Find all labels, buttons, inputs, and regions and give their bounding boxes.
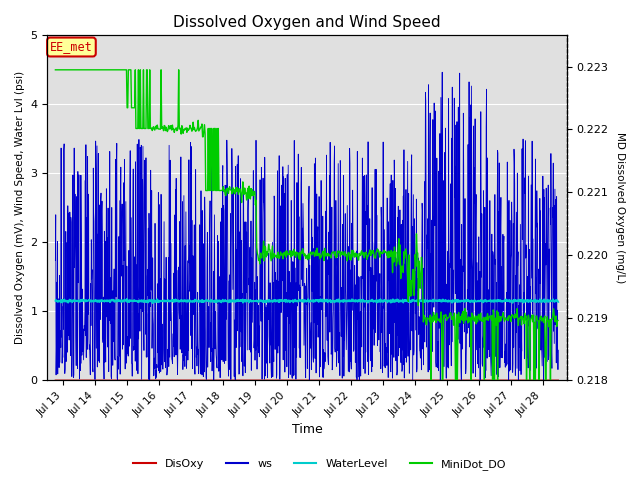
X-axis label: Time: Time: [292, 423, 323, 436]
Y-axis label: Dissolved Oxygen (mV), Wind Speed, Water Lvl (psi): Dissolved Oxygen (mV), Wind Speed, Water…: [15, 71, 25, 344]
Legend: DisOxy, ws, WaterLevel, MiniDot_DO: DisOxy, ws, WaterLevel, MiniDot_DO: [129, 455, 511, 474]
Y-axis label: MD Dissolved Oxygen (mg/L): MD Dissolved Oxygen (mg/L): [615, 132, 625, 283]
Title: Dissolved Oxygen and Wind Speed: Dissolved Oxygen and Wind Speed: [173, 15, 441, 30]
Text: EE_met: EE_met: [50, 40, 93, 53]
